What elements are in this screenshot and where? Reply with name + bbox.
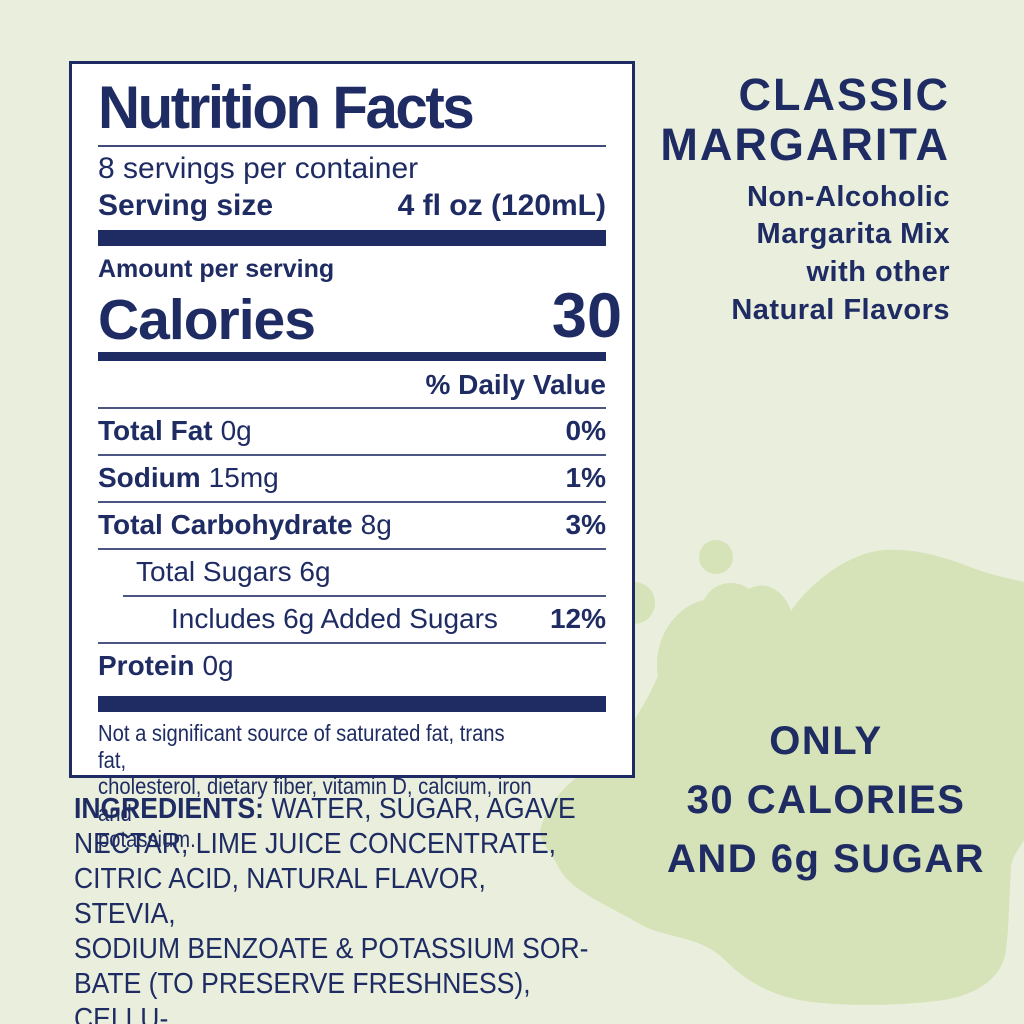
daily-value-header: % Daily Value	[425, 369, 606, 401]
nutrition-facts-panel: Nutrition Facts 8 servings per container…	[69, 61, 635, 852]
nutrient-name-amount: Sodium 15mg	[98, 462, 279, 494]
nutrient-row-sodium: Sodium 15mg 1%	[98, 454, 606, 501]
nutrient-row-total-sugars: Total Sugars 6g	[98, 548, 606, 595]
nutrient-name: Total Carbohydrate	[98, 509, 353, 541]
nutrient-row-total-fat: Total Fat 0g 0%	[98, 407, 606, 454]
nutrient-daily-value: 3%	[565, 509, 606, 541]
calories-row: Calories 30	[98, 285, 622, 352]
nutrient-name-amount: Total Fat 0g	[98, 415, 252, 447]
ingredients-statement: INGREDIENTS: WATER, SUGAR, AGAVE NECTAR,…	[74, 792, 595, 1024]
nutrient-row-added-sugars: Includes 6g Added Sugars 12%	[123, 595, 606, 642]
nutrient-row-protein: Protein 0g	[98, 642, 606, 689]
nutrient-amount: Includes 6g Added Sugars	[171, 603, 498, 635]
splash-droplet-small	[699, 540, 733, 574]
nutrient-amount: Total Sugars 6g	[136, 556, 331, 588]
nutrient-name: Sodium	[98, 462, 201, 494]
nutrition-footnote: Not a significant source of saturated fa…	[98, 720, 532, 853]
nutrient-name: Total Fat	[98, 415, 213, 447]
amount-per-serving-label: Amount per serving	[98, 255, 335, 284]
splash-wave-shape	[539, 549, 1024, 1005]
serving-size-row: Serving size 4 fl oz (120mL)	[98, 189, 606, 223]
calories-label: Calories	[98, 287, 316, 352]
ingredients-label: INGREDIENTS:	[74, 793, 264, 825]
nutrient-amount: 0g	[220, 415, 252, 447]
nutrient-daily-value: 12%	[549, 603, 606, 635]
nutrient-row-total-carbohydrate: Total Carbohydrate 8g 3%	[98, 501, 606, 548]
nutrient-name-amount: Protein 0g	[98, 650, 234, 682]
nutrition-facts-title: Nutrition Facts	[98, 74, 475, 141]
product-name-line2: MARGARITA	[660, 119, 950, 171]
serving-size-label: Serving size	[98, 189, 274, 223]
servings-per-container: 8 servings per container	[98, 152, 419, 186]
nutrient-daily-value: 0%	[565, 415, 606, 447]
calorie-claim: ONLY 30 CALORIES AND 6g SUGAR	[666, 719, 986, 881]
nutrient-amount: 8g	[360, 509, 392, 541]
nutrient-amount: 0g	[202, 650, 234, 682]
nutrient-name-amount: Includes 6g Added Sugars	[171, 603, 498, 635]
divider-thin	[98, 145, 606, 148]
product-name-line1: CLASSIC	[738, 69, 950, 120]
ingredients-list: WATER, SUGAR, AGAVE NECTAR, LIME JUICE C…	[74, 793, 589, 1024]
product-name-block: CLASSIC MARGARITA Non-Alcoholic Margarit…	[530, 69, 950, 330]
nutrient-name: Protein	[98, 650, 195, 682]
product-subtitle: Non-Alcoholic Margarita Mix with other N…	[731, 180, 950, 326]
divider-medium-bar	[98, 352, 606, 362]
serving-size-value: 4 fl oz (120mL)	[397, 189, 606, 223]
nutrient-daily-value: 1%	[565, 462, 606, 494]
calories-value: 30	[551, 281, 622, 352]
divider-thick-bar-bottom	[98, 696, 606, 713]
nutrient-name-amount: Total Carbohydrate 8g	[98, 509, 392, 541]
divider-thick-bar	[98, 230, 606, 247]
nutrient-name-amount: Total Sugars 6g	[136, 556, 331, 588]
nutrient-amount: 15mg	[208, 462, 279, 494]
